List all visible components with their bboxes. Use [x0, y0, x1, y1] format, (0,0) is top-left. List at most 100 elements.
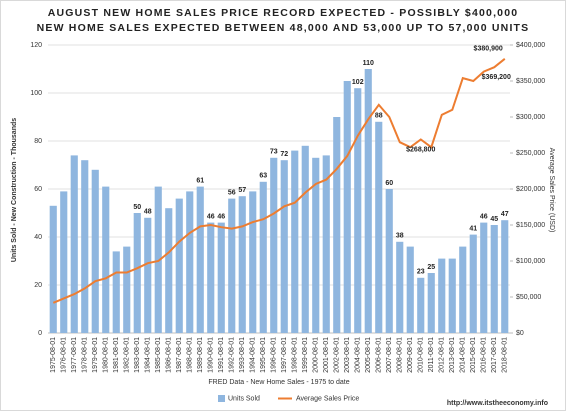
data-label: 23 — [417, 269, 425, 276]
x-tick-label: 1997-08-01 — [281, 337, 288, 373]
legend-swatch — [218, 395, 225, 402]
data-label: 88 — [375, 113, 383, 120]
x-tick-label: 2004-08-01 — [355, 337, 362, 373]
bar — [417, 277, 425, 333]
x-tick-label: 1977-08-01 — [71, 337, 78, 373]
y2-tick-label: $200,000 — [516, 186, 545, 193]
x-tick-label: 1996-08-01 — [271, 337, 278, 373]
bar — [249, 191, 257, 333]
x-tick-label: 2017-08-01 — [491, 337, 498, 373]
y2-tick-label: $100,000 — [516, 258, 545, 265]
chart-title: AUGUST NEW HOME SALES PRICE RECORD EXPEC… — [48, 7, 519, 19]
bar — [406, 246, 414, 333]
chart-subtitle: NEW HOME SALES EXPECTED BETWEEN 48,000 A… — [37, 22, 530, 34]
x-tick-label: 1980-08-01 — [103, 337, 110, 373]
x-tick-label: 1982-08-01 — [124, 337, 131, 373]
bar — [259, 181, 267, 333]
legend-label: Units Sold — [228, 395, 260, 402]
bar — [396, 241, 404, 333]
x-tick-label: 2013-08-01 — [449, 337, 456, 373]
bar — [291, 150, 299, 333]
bar — [165, 208, 173, 333]
source: http://www.itstheeconomy.info — [447, 400, 548, 407]
y2-tick-label: $250,000 — [516, 150, 545, 157]
x-tick-label: 1975-08-01 — [50, 337, 57, 373]
x-tick-label: 1987-08-01 — [176, 337, 183, 373]
bar — [102, 186, 110, 333]
x-tick-label: 2016-08-01 — [481, 337, 488, 373]
bar — [280, 160, 288, 333]
bar — [196, 186, 204, 333]
bar — [375, 121, 383, 333]
data-label: 46 — [217, 213, 225, 220]
bar — [427, 273, 435, 333]
x-tick-label: 2015-08-01 — [470, 337, 477, 373]
bar — [60, 191, 68, 333]
bar — [70, 155, 78, 333]
x-tick-label: 1979-08-01 — [92, 337, 99, 373]
bar — [448, 258, 456, 333]
x-tick-label: 2018-08-01 — [502, 337, 509, 373]
x-tick-label: 2007-08-01 — [386, 337, 393, 373]
bar — [217, 222, 225, 333]
x-tick-label: 1994-08-01 — [250, 337, 257, 373]
y2-tick-label: $350,000 — [516, 78, 545, 85]
data-label: $268,800 — [406, 146, 435, 153]
bar — [175, 198, 183, 333]
bar — [490, 225, 498, 333]
x-tick-label: 2014-08-01 — [460, 337, 467, 373]
data-label: 102 — [352, 79, 364, 86]
bar — [91, 169, 99, 333]
y2-tick-label: $50,000 — [516, 294, 541, 301]
y-tick-label: 40 — [34, 234, 42, 241]
y2-tick-label: $150,000 — [516, 222, 545, 229]
y-tick-label: 100 — [30, 90, 42, 97]
bar — [354, 88, 362, 333]
bar — [438, 258, 446, 333]
x-tick-label: 2009-08-01 — [407, 337, 414, 373]
x-axis-label: FRED Data - New Home Sales - 1975 to dat… — [208, 379, 349, 386]
bar — [385, 189, 393, 333]
data-label: 48 — [144, 209, 152, 216]
legend-label: Average Sales Price — [296, 395, 359, 402]
x-tick-label: 2001-08-01 — [323, 337, 330, 373]
data-label: 73 — [270, 149, 278, 156]
x-tick-label: 2012-08-01 — [439, 337, 446, 373]
data-label: 25 — [427, 264, 435, 271]
x-tick-label: 1991-08-01 — [218, 337, 225, 373]
x-tick-label: 2006-08-01 — [376, 337, 383, 373]
y-tick-label: 60 — [34, 186, 42, 193]
x-tick-label: 1978-08-01 — [82, 337, 89, 373]
bar — [228, 198, 236, 333]
bar — [480, 222, 488, 333]
x-tick-label: 1983-08-01 — [134, 337, 141, 373]
y-tick-label: 0 — [38, 330, 42, 337]
bar — [469, 234, 477, 333]
x-tick-label: 1989-08-01 — [197, 337, 204, 373]
x-tick-label: 2008-08-01 — [397, 337, 404, 373]
data-label: 61 — [196, 177, 204, 184]
x-tick-label: 1988-08-01 — [187, 337, 194, 373]
bar — [333, 117, 341, 333]
x-tick-label: 1985-08-01 — [155, 337, 162, 373]
data-label: 50 — [133, 204, 141, 211]
x-tick-label: 1990-08-01 — [208, 337, 215, 373]
bar — [322, 155, 330, 333]
bar — [238, 196, 246, 333]
y-axis-label: Units Sold - New Construction - Thousand… — [11, 118, 18, 262]
data-label: $380,900 — [474, 46, 503, 53]
data-label: 47 — [501, 211, 509, 218]
bar — [301, 145, 309, 333]
data-label: 72 — [280, 151, 288, 158]
y2-tick-label: $400,000 — [516, 42, 545, 49]
data-label: 38 — [396, 233, 404, 240]
data-label: 63 — [259, 173, 267, 180]
data-label: 41 — [469, 225, 477, 232]
data-label: 110 — [363, 60, 374, 67]
y2-tick-label: $0 — [516, 330, 524, 337]
bar — [501, 220, 509, 333]
y-tick-label: 120 — [30, 42, 42, 49]
data-label: 45 — [490, 216, 498, 223]
y-tick-label: 80 — [34, 138, 42, 145]
